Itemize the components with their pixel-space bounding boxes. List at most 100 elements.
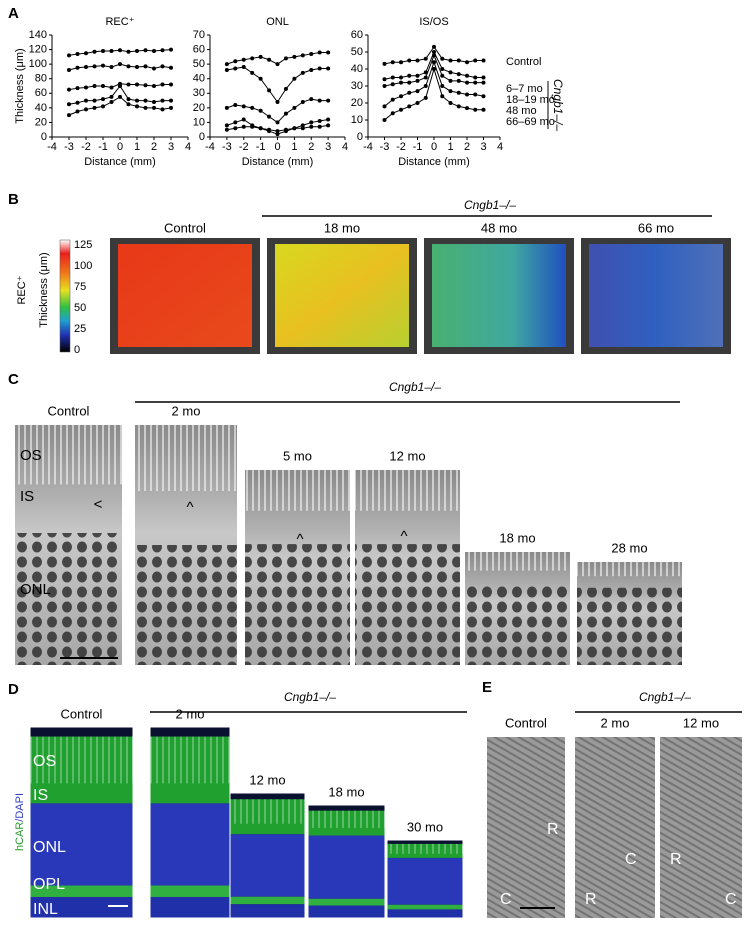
region-label: C — [500, 891, 512, 908]
data-point — [399, 60, 403, 65]
data-point — [399, 80, 403, 85]
data-point — [423, 84, 428, 88]
layer-marker: ^ — [400, 528, 407, 545]
data-point — [317, 98, 322, 103]
data-point — [250, 56, 255, 61]
data-point — [317, 66, 322, 71]
chart-title: ONL — [266, 16, 289, 28]
data-point — [143, 64, 148, 69]
data-point — [135, 98, 139, 103]
region-label: R — [547, 821, 559, 838]
image-label: Control — [505, 715, 547, 730]
data-point — [241, 57, 246, 62]
data-point — [481, 80, 486, 85]
data-point — [415, 101, 420, 105]
data-point — [275, 129, 280, 134]
opl-layer — [30, 885, 133, 897]
nuclear-layer — [245, 544, 350, 665]
x-tick-label: 3 — [168, 141, 174, 153]
thickness-map — [432, 244, 566, 347]
data-point — [258, 108, 263, 113]
data-point — [267, 88, 272, 93]
y-tick-label: 70 — [193, 29, 205, 41]
data-point — [473, 92, 478, 97]
data-point — [152, 105, 156, 110]
data-point — [67, 87, 71, 92]
x-tick-label: -3 — [222, 141, 232, 153]
y-tick-label: 50 — [351, 46, 363, 58]
data-point — [67, 113, 71, 118]
data-point — [233, 102, 238, 107]
data-point — [224, 105, 229, 110]
data-point — [92, 64, 97, 69]
image-border — [386, 839, 464, 919]
data-point — [160, 107, 165, 112]
data-point — [292, 105, 297, 110]
data-point — [233, 120, 238, 125]
y-axis-label: Thickness (μm) — [14, 48, 26, 123]
nuclear-layer — [15, 533, 122, 665]
image-label: 30 mo — [407, 819, 443, 834]
layer-marker: < — [94, 496, 103, 513]
data-point — [456, 58, 461, 63]
data-point — [473, 75, 478, 80]
data-point — [407, 80, 412, 85]
data-point — [143, 98, 148, 103]
data-point — [258, 76, 263, 81]
legend-label: 18–19 mo — [506, 94, 555, 106]
data-point — [267, 114, 272, 119]
data-point — [275, 120, 280, 125]
region-label: R — [585, 891, 597, 908]
data-point — [448, 89, 453, 94]
data-point — [84, 51, 88, 56]
data-point — [399, 107, 403, 112]
data-point — [101, 97, 105, 102]
outer-segments — [465, 552, 570, 571]
data-point — [481, 58, 486, 63]
y-tick-label: 100 — [29, 58, 47, 70]
layer-label: ONL — [20, 581, 51, 598]
data-point — [67, 53, 71, 58]
image-label: 18 mo — [499, 530, 535, 545]
data-point — [473, 107, 478, 112]
x-tick-label: -4 — [205, 141, 215, 153]
x-tick-label: -3 — [380, 141, 390, 153]
y-tick-label: 20 — [351, 97, 363, 109]
thickness-map — [275, 244, 409, 347]
data-point — [399, 94, 403, 99]
data-point — [126, 97, 131, 102]
data-point — [135, 65, 139, 70]
colorbar — [59, 239, 71, 353]
image-border — [307, 804, 386, 919]
y-tick-label: 10 — [193, 116, 205, 128]
chart-title: REC⁺ — [105, 16, 134, 28]
data-point — [109, 94, 114, 99]
opl-layer — [387, 904, 463, 910]
layer-marker: ^ — [296, 531, 303, 548]
y-tick-label: 30 — [193, 87, 205, 99]
data-point — [440, 73, 445, 78]
panel-label: A — [8, 5, 19, 22]
image-label: 5 mo — [283, 448, 312, 463]
data-point — [118, 84, 122, 88]
data-point — [432, 50, 436, 54]
y-tick-label: 30 — [351, 80, 363, 92]
data-point — [440, 67, 445, 71]
data-point — [440, 56, 445, 61]
data-point — [423, 95, 428, 100]
layer-label: IS — [20, 488, 34, 505]
data-point — [465, 92, 469, 97]
x-tick-label: 2 — [464, 141, 470, 153]
stain-part: /DAPI — [14, 793, 26, 822]
x-tick-label: 4 — [342, 141, 348, 153]
data-point — [258, 54, 263, 59]
data-point — [390, 60, 395, 65]
data-point — [382, 118, 387, 122]
data-point — [101, 84, 105, 88]
data-point — [233, 59, 238, 64]
image-label: 12 mo — [683, 715, 719, 730]
data-point — [283, 86, 288, 91]
nuclear-layer — [135, 545, 237, 665]
x-tick-label: 1 — [134, 141, 140, 153]
photoreceptor-rods — [150, 736, 230, 784]
